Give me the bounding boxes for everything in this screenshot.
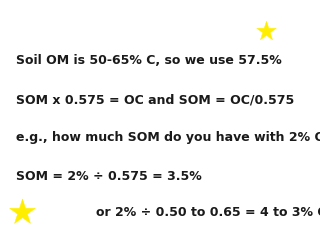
Text: e.g., how much SOM do you have with 2% OC?: e.g., how much SOM do you have with 2% O… [16,132,320,144]
Text: or 2% ÷ 0.50 to 0.65 = 4 to 3% OC: or 2% ÷ 0.50 to 0.65 = 4 to 3% OC [96,206,320,219]
Text: SOM x 0.575 = OC and SOM = OC/0.575: SOM x 0.575 = OC and SOM = OC/0.575 [16,93,294,106]
Point [20,210,25,214]
Text: Soil OM is 50-65% C, so we use 57.5%: Soil OM is 50-65% C, so we use 57.5% [16,54,282,66]
Point [263,29,268,33]
Text: SOM = 2% ÷ 0.575 = 3.5%: SOM = 2% ÷ 0.575 = 3.5% [16,170,202,183]
